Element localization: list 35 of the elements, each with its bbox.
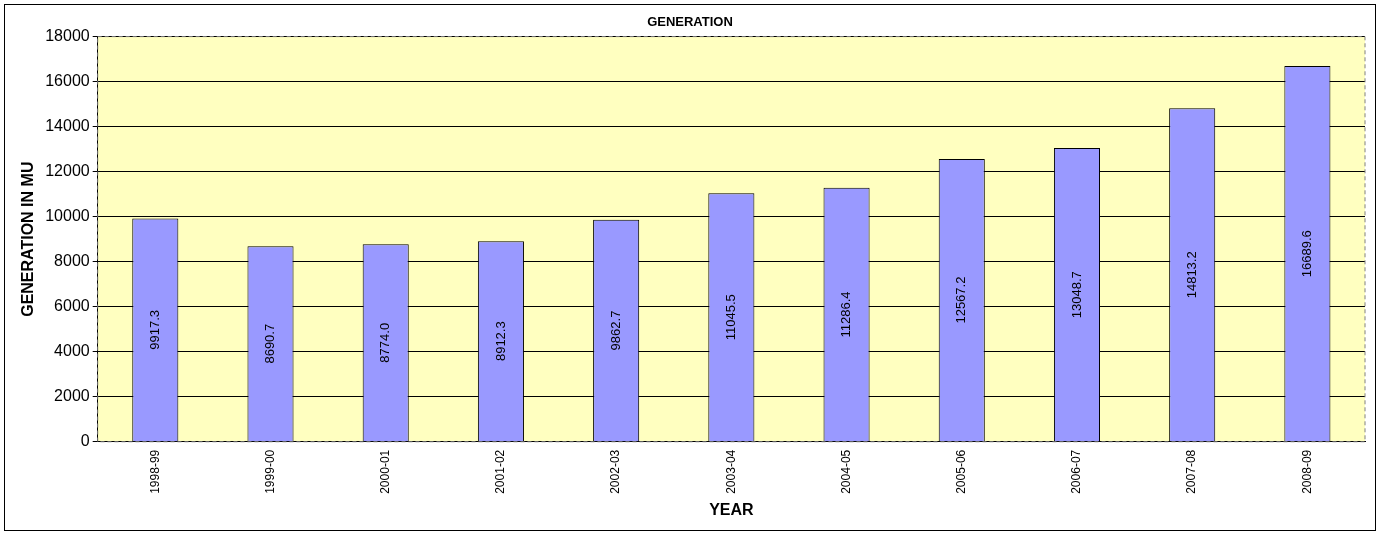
x-tick-label: 2007-08 <box>1184 449 1199 494</box>
x-tick-label: 1998-99 <box>147 449 162 494</box>
y-tick-label: 16000 <box>45 72 90 90</box>
chart-title: GENERATION <box>647 14 733 30</box>
y-tick-label: 8000 <box>54 252 90 270</box>
x-tick-label: 2002-03 <box>608 449 623 494</box>
x-tick-label: 1999-00 <box>262 449 277 494</box>
x-tick-label: 2008-09 <box>1299 449 1314 494</box>
x-tick-label: 2000-01 <box>378 449 393 494</box>
data-label: 9862.7 <box>607 310 623 351</box>
y-tick-label: 4000 <box>54 342 90 360</box>
data-label: 16689.6 <box>1298 230 1314 278</box>
y-tick-label: 0 <box>80 432 90 450</box>
y-axis-title: GENERATION IN MU <box>19 161 37 317</box>
data-label: 12567.2 <box>953 276 969 324</box>
x-tick-label: 2006-07 <box>1069 449 1084 494</box>
data-label: 11045.5 <box>722 294 738 341</box>
data-label: 11286.4 <box>838 291 854 338</box>
y-tick-label: 6000 <box>54 297 90 315</box>
data-label: 14813.2 <box>1183 251 1199 299</box>
x-tick-label: 2001-02 <box>493 449 508 494</box>
data-label: 9917.3 <box>146 310 162 350</box>
y-tick-label: 18000 <box>45 27 90 45</box>
data-label: 8690.7 <box>262 323 278 364</box>
x-tick-label: 2003-04 <box>723 449 738 494</box>
y-tick-label: 12000 <box>45 162 90 180</box>
y-tick-label: 2000 <box>54 387 90 405</box>
y-tick-label: 10000 <box>45 207 90 225</box>
data-label: 13048.7 <box>1068 271 1084 319</box>
data-label: 8912.3 <box>492 321 508 362</box>
x-tick-label: 2005-06 <box>954 449 969 494</box>
data-label: 8774.0 <box>377 322 393 363</box>
x-tick-label: 2004-05 <box>838 449 853 494</box>
x-axis-title: YEAR <box>709 500 755 518</box>
y-tick-label: 14000 <box>45 117 90 135</box>
